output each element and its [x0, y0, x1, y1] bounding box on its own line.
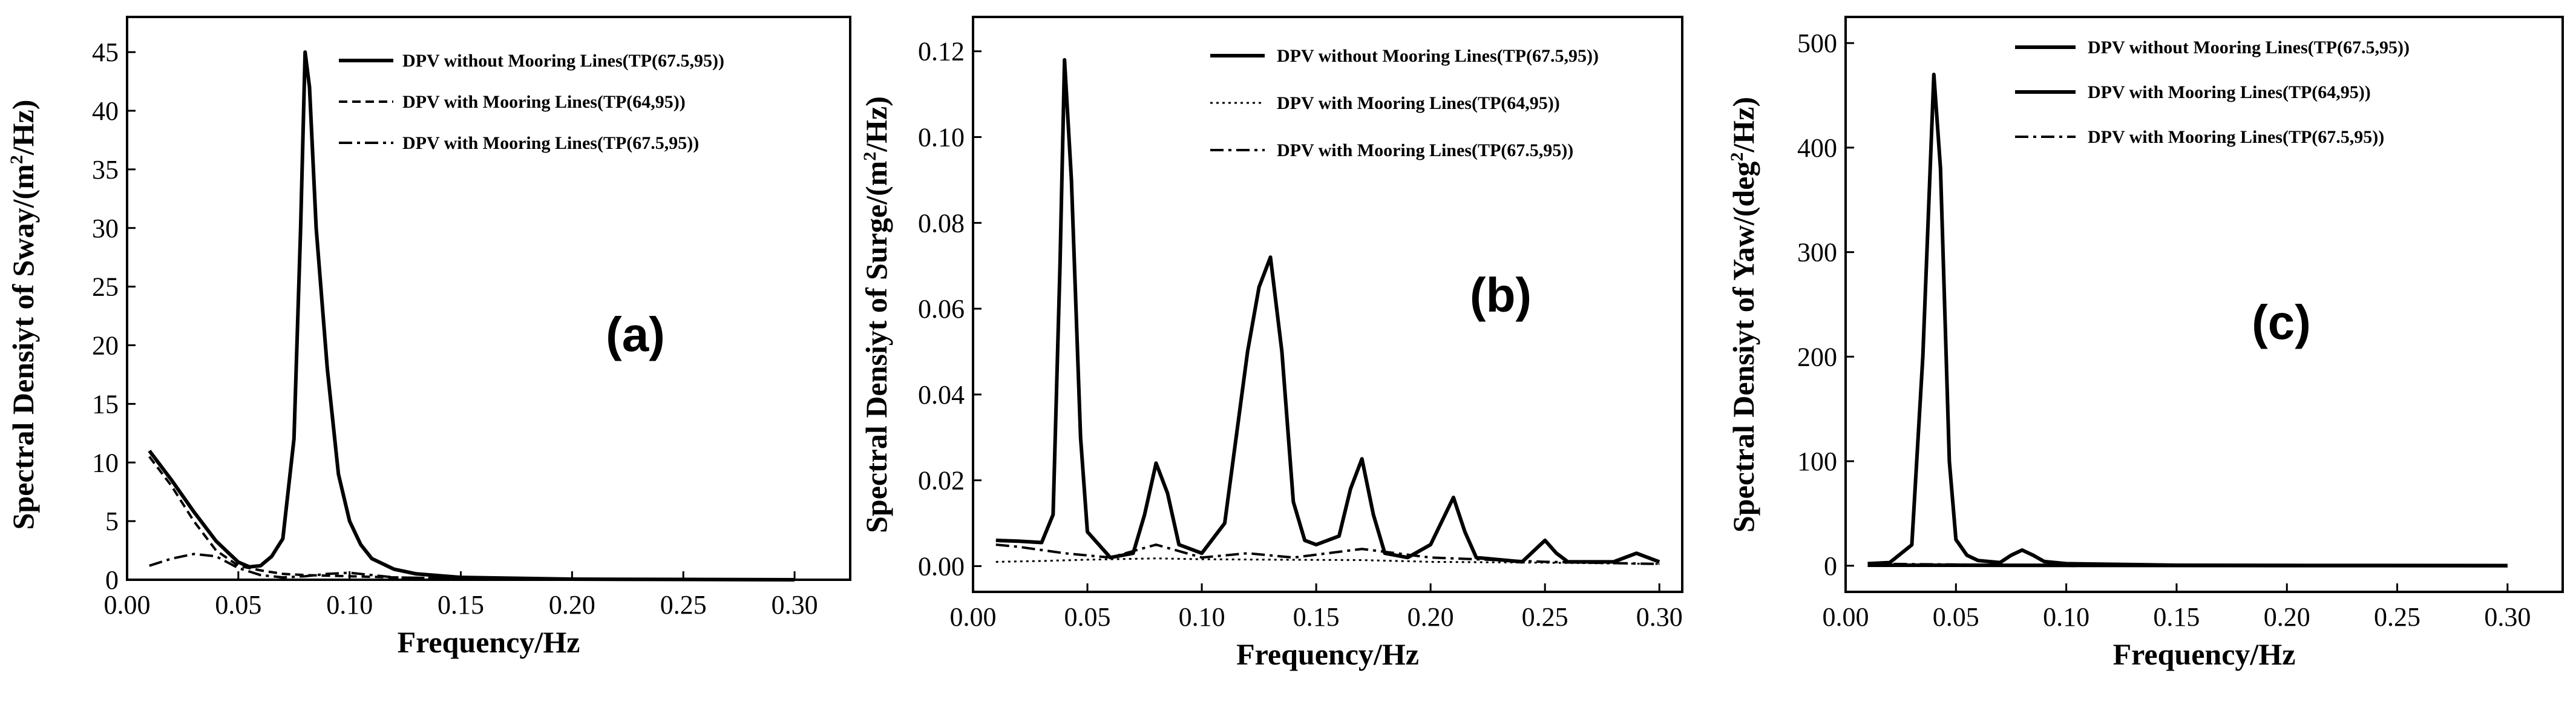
x-tick-label: 0.10 — [2043, 602, 2089, 632]
y-tick-label: 0 — [105, 565, 119, 595]
series-line-3 — [1867, 562, 2508, 567]
legend: DPV without Mooring Lines(TP(67.5,95)) DP… — [339, 51, 724, 153]
y-axis-label-tail: /Hz) — [859, 96, 893, 153]
y-axis-label-superscript: 2 — [860, 152, 880, 161]
legend-label: DPV with Mooring Lines(TP(67.5,95)) — [2088, 127, 2384, 147]
x-tick-label: 0.15 — [2153, 602, 2200, 632]
series-group — [995, 57, 1660, 565]
series-group — [1867, 73, 2508, 568]
y-tick-label: 100 — [1797, 447, 1837, 476]
legend-label: DPV without Mooring Lines(TP(67.5,95)) — [1277, 46, 1599, 66]
y-axis-label-tail: /Hz) — [6, 100, 40, 156]
y-axis-label-main: Spectral Densiyt of Yaw/(deg — [1726, 162, 1760, 533]
x-tick-label: 0.05 — [1064, 602, 1111, 632]
y-tick-label: 0.02 — [918, 466, 965, 496]
y-axis-label: Spectral Densiyt of Surge/(m2/Hz) — [859, 96, 893, 533]
x-tick-label: 0.00 — [950, 602, 997, 632]
y-tick-label: 30 — [92, 214, 119, 243]
x-tick-label: 0.20 — [2264, 602, 2310, 632]
y-axis-label-superscript: 2 — [7, 155, 27, 164]
x-tick-label: 0.25 — [660, 590, 707, 620]
panel-label: (c) — [2252, 295, 2311, 349]
y-tick-label: 20 — [92, 331, 119, 361]
legend-label: DPV with Mooring Lines(TP(64,95)) — [1277, 93, 1560, 113]
y-axis-label-main: Spectral Densiyt of Sway/(m — [6, 164, 40, 530]
y-tick-label: 25 — [92, 272, 119, 302]
y-tick-label: 10 — [92, 448, 119, 477]
y-axis-label-tail: /Hz) — [1726, 97, 1760, 153]
y-tick-label: 400 — [1797, 133, 1837, 163]
y-tick-label: 5 — [105, 507, 119, 536]
x-tick-label: 0.10 — [1179, 602, 1225, 632]
x-tick-label: 0.05 — [1933, 602, 1979, 632]
y-tick-label: 0.12 — [918, 37, 965, 67]
legend-label: DPV without Mooring Lines(TP(67.5,95)) — [402, 51, 724, 71]
y-tick-label: 0.06 — [918, 294, 965, 324]
x-axis-label: Frequency/Hz — [2113, 637, 2296, 671]
panel-label: (b) — [1470, 268, 1532, 322]
axes-frame — [972, 16, 1683, 593]
x-tick-label: 0.05 — [215, 590, 261, 620]
legend-label: DPV with Mooring Lines(TP(64,95)) — [2088, 82, 2371, 102]
tick-group: 0.00 0.05 0.10 0.15 0.20 0.25 0.30 0 5 10 15 20 25 30… — [92, 38, 818, 620]
y-tick-label: 0 — [1824, 551, 1837, 581]
x-tick-label: 0.15 — [1293, 602, 1340, 632]
legend-label: DPV without Mooring Lines(TP(67.5,95)) — [2088, 38, 2410, 57]
y-axis-label-main: Spectral Densiyt of Surge/(m — [859, 161, 893, 533]
y-tick-label: 0.00 — [918, 551, 965, 581]
panel-b: 0.00 0.05 0.10 0.15 0.20 0.25 0.30 0.00 0.02 0.04… — [859, 16, 1683, 671]
x-tick-label: 0.30 — [1636, 602, 1683, 632]
y-tick-label: 15 — [92, 389, 119, 419]
legend: DPV without Mooring Lines(TP(67.5,95)) DP… — [1210, 46, 1599, 160]
series-line-3 — [149, 553, 795, 581]
series-line-1 — [148, 50, 795, 582]
tick-group: 0.00 0.05 0.10 0.15 0.20 0.25 0.30 0 100 200 300 40… — [1797, 28, 2531, 632]
x-axis-label: Frequency/Hz — [398, 625, 580, 659]
x-tick-label: 0.20 — [1408, 602, 1454, 632]
legend-label: DPV with Mooring Lines(TP(67.5,95)) — [1277, 140, 1573, 160]
x-tick-label: 0.25 — [1522, 602, 1568, 632]
y-tick-label: 45 — [92, 38, 119, 67]
y-tick-label: 0.08 — [918, 208, 965, 238]
y-axis-label: Spectral Densiyt of Sway/(m2/Hz) — [6, 100, 40, 530]
y-tick-label: 200 — [1797, 342, 1837, 372]
series-line-3 — [995, 543, 1660, 565]
x-tick-label: 0.00 — [1823, 602, 1869, 632]
y-tick-label: 40 — [92, 96, 119, 126]
axes-frame — [1844, 16, 2564, 593]
series-line-2 — [995, 557, 1660, 565]
y-tick-label: 35 — [92, 155, 119, 185]
y-tick-label: 500 — [1797, 28, 1837, 58]
y-axis-label: Spectral Densiyt of Yaw/(deg2/Hz) — [1726, 97, 1760, 533]
legend-label: DPV with Mooring Lines(TP(67.5,95)) — [402, 133, 699, 153]
legend-label: DPV with Mooring Lines(TP(64,95)) — [402, 92, 686, 112]
panel-a: 0.00 0.05 0.10 0.15 0.20 0.25 0.30 0 5 10 15 20 25 30… — [6, 16, 851, 659]
y-tick-label: 0.10 — [918, 123, 965, 153]
x-tick-label: 0.30 — [772, 590, 818, 620]
x-tick-label: 0.15 — [438, 590, 484, 620]
x-tick-label: 0.25 — [2374, 602, 2420, 632]
x-tick-label: 0.10 — [326, 590, 373, 620]
x-axis-label: Frequency/Hz — [1236, 637, 1419, 671]
y-tick-label: 0.04 — [918, 380, 965, 410]
y-tick-label: 300 — [1797, 238, 1837, 267]
y-axis-label-superscript: 2 — [1727, 153, 1747, 162]
legend: DPV without Mooring Lines(TP(67.5,95)) DP… — [2015, 38, 2410, 147]
tick-group: 0.00 0.05 0.10 0.15 0.20 0.25 0.30 0.00 0.02 0.04… — [918, 37, 1683, 632]
x-tick-label: 0.00 — [104, 590, 151, 620]
x-tick-label: 0.20 — [549, 590, 595, 620]
panel-c: 0.00 0.05 0.10 0.15 0.20 0.25 0.30 0 100 200 300 40… — [1726, 16, 2564, 671]
panel-label: (a) — [606, 307, 665, 361]
x-tick-label: 0.30 — [2484, 602, 2531, 632]
series-group — [148, 50, 795, 582]
